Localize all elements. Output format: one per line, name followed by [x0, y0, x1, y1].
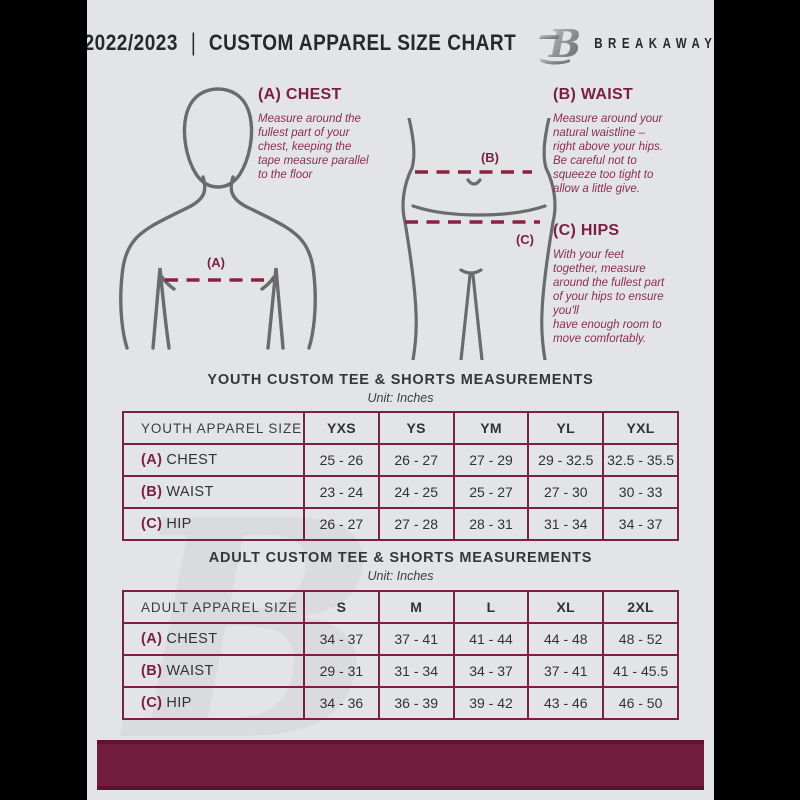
row-name: WAIST: [166, 663, 214, 679]
size-cell: 34 - 37: [602, 507, 679, 541]
adult-hip-row: (C) HIP 34 - 36 36 - 39 39 - 42 43 - 46 4…: [122, 686, 679, 720]
header-divider: |: [190, 29, 196, 57]
adult-waist-row: (B) WAIST 29 - 31 31 - 34 34 - 37 37 - 41…: [122, 654, 679, 688]
adult-size-label-header: ADULT APPAREL SIZE: [122, 590, 305, 624]
youth-size-col: YS: [377, 411, 455, 445]
size-cell: 34 - 37: [452, 654, 530, 688]
size-cell: 48 - 52: [602, 622, 679, 656]
youth-size-label-header: YOUTH APPAREL SIZE: [122, 411, 305, 445]
size-chart-page: B 2022/2023 | CUSTOM APPAREL SIZE CHART …: [87, 0, 714, 800]
adult-size-col: M: [377, 590, 455, 624]
size-cell: 36 - 39: [377, 686, 455, 720]
adult-size-col: XL: [527, 590, 605, 624]
adult-size-col: L: [452, 590, 530, 624]
season-label: 2022/2023: [87, 31, 178, 56]
size-cell: 34 - 37: [303, 622, 380, 656]
upper-body-figure: (A): [119, 87, 317, 350]
youth-size-col: YXS: [303, 411, 380, 445]
logo-letter: B: [548, 22, 579, 66]
adult-size-table: ADULT APPAREL SIZE S M L XL 2XL (A) CHEST…: [122, 590, 679, 720]
adult-header-row: ADULT APPAREL SIZE S M L XL 2XL: [122, 590, 679, 624]
youth-hip-row: (C) HIP 26 - 27 27 - 28 28 - 31 31 - 34 3…: [122, 507, 679, 541]
size-cell: 43 - 46: [527, 686, 605, 720]
adult-table-unit: Unit: Inches: [367, 569, 434, 583]
youth-waist-row: (B) WAIST 23 - 24 24 - 25 25 - 27 27 - 30…: [122, 475, 679, 509]
row-name: HIP: [166, 516, 192, 532]
size-cell: 39 - 42: [452, 686, 530, 720]
page-header: 2022/2023 | CUSTOM APPAREL SIZE CHART B: [87, 20, 714, 68]
row-name: WAIST: [166, 484, 214, 500]
size-cell: 29 - 32.5: [527, 443, 605, 477]
youth-table-unit: Unit: Inches: [367, 391, 434, 405]
waist-instruction: (B) WAIST Measure around your natural wa…: [553, 86, 703, 196]
size-cell: 28 - 31: [452, 507, 530, 541]
size-cell: 25 - 26: [303, 443, 380, 477]
adult-waist-label: (B) WAIST: [122, 654, 305, 688]
row-prefix: (C): [141, 695, 163, 711]
chest-instruction-heading: (A) CHEST: [258, 86, 342, 103]
youth-size-col: YXL: [602, 411, 679, 445]
adult-size-col: S: [303, 590, 380, 624]
row-prefix: (B): [141, 484, 163, 500]
size-cell: 25 - 27: [452, 475, 530, 509]
size-cell: 30 - 33: [602, 475, 679, 509]
size-cell: 46 - 50: [602, 686, 679, 720]
size-cell: 27 - 28: [377, 507, 455, 541]
row-prefix: (A): [141, 631, 163, 647]
waist-instruction-body: Measure around your natural waistline – …: [553, 113, 663, 196]
size-cell: 34 - 36: [303, 686, 380, 720]
adult-hip-label: (C) HIP: [122, 686, 305, 720]
row-name: CHEST: [166, 631, 218, 647]
hips-instruction-body: With your feet together, measure around …: [553, 249, 665, 346]
size-cell: 27 - 29: [452, 443, 530, 477]
size-cell: 37 - 41: [377, 622, 455, 656]
row-name: CHEST: [166, 452, 218, 468]
size-cell: 37 - 41: [527, 654, 605, 688]
size-cell: 26 - 27: [303, 507, 380, 541]
youth-size-col: YL: [527, 411, 605, 445]
chest-line-label: (A): [207, 255, 225, 270]
adult-table-title: ADULT CUSTOM TEE & SHORTS MEASUREMENTS: [208, 550, 593, 566]
size-cell: 44 - 48: [527, 622, 605, 656]
size-cell: 31 - 34: [377, 654, 455, 688]
size-cell: 24 - 25: [377, 475, 455, 509]
youth-chest-label: (A) CHEST: [122, 443, 305, 477]
adult-chest-label: (A) CHEST: [122, 622, 305, 656]
adult-size-col: 2XL: [602, 590, 679, 624]
hips-instruction-heading: (C) HIPS: [553, 222, 620, 239]
chest-instruction-body: Measure around the fullest part of your …: [258, 113, 369, 182]
waist-instruction-heading: (B) WAIST: [553, 86, 634, 103]
hips-instruction: (C) HIPS With your feet together, measur…: [553, 222, 708, 346]
size-cell: 41 - 45.5: [602, 654, 679, 688]
waist-line-label: (B): [481, 150, 499, 165]
youth-size-col: YM: [452, 411, 530, 445]
chest-instruction: (A) CHEST Measure around the fullest par…: [258, 86, 403, 182]
youth-size-table: YOUTH APPAREL SIZE YXS YS YM YL YXL (A) C…: [122, 411, 679, 541]
size-cell: 32.5 - 35.5: [602, 443, 679, 477]
row-name: HIP: [166, 695, 192, 711]
youth-table-title: YOUTH CUSTOM TEE & SHORTS MEASUREMENTS: [207, 372, 594, 388]
row-prefix: (A): [141, 452, 163, 468]
size-cell: 23 - 24: [303, 475, 380, 509]
adult-chest-row: (A) CHEST 34 - 37 37 - 41 41 - 44 44 - 48…: [122, 622, 679, 656]
youth-header-row: YOUTH APPAREL SIZE YXS YS YM YL YXL: [122, 411, 679, 445]
lower-body-figure: (B) (C): [401, 118, 557, 360]
size-cell: 31 - 34: [527, 507, 605, 541]
youth-chest-row: (A) CHEST 25 - 26 26 - 27 27 - 29 29 - 32…: [122, 443, 679, 477]
size-cell: 26 - 27: [377, 443, 455, 477]
size-cell: 29 - 31: [303, 654, 380, 688]
row-prefix: (C): [141, 516, 163, 532]
breakaway-logo-icon: B: [539, 22, 579, 66]
footer-accent-bar: [97, 740, 704, 790]
youth-waist-label: (B) WAIST: [122, 475, 305, 509]
hip-line-label: (C): [516, 232, 534, 247]
page-title: CUSTOM APPAREL SIZE CHART: [208, 31, 517, 56]
brand-name: BREAKAWAY: [594, 36, 714, 52]
size-cell: 41 - 44: [452, 622, 530, 656]
size-cell: 27 - 30: [527, 475, 605, 509]
youth-hip-label: (C) HIP: [122, 507, 305, 541]
row-prefix: (B): [141, 663, 163, 679]
